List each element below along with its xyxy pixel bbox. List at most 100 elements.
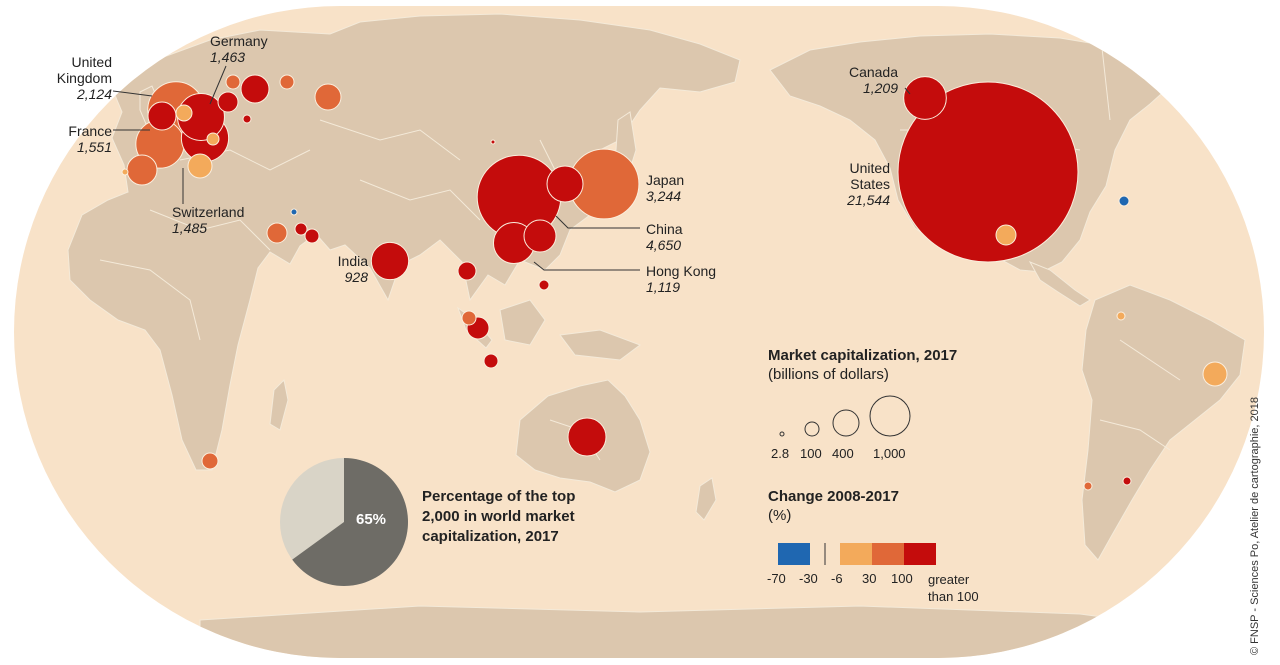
bubble-united-states: [897, 81, 1079, 263]
pie-title-line2: 2,000 in world market: [422, 508, 575, 525]
label-united-states: United States 21,544: [820, 160, 890, 208]
swatch-high: [904, 543, 936, 565]
size-legend-subtitle: (billions of dollars): [768, 366, 889, 383]
leader-line-china: [555, 215, 640, 229]
label-canada: Canada 1,209: [820, 64, 898, 96]
label-hong-kong: Hong Kong 1,119: [646, 263, 716, 295]
leader-line-united-kingdom: [112, 90, 153, 97]
label-germany-value: 1,463: [210, 49, 246, 65]
size-legend-label-4: 1,000: [873, 446, 906, 461]
swatch-mid: [872, 543, 904, 565]
pie-title-line3: capitalization, 2017: [422, 528, 559, 545]
bubble-extra-12: [126, 154, 158, 186]
label-japan-value: 3,244: [646, 188, 682, 204]
label-switzerland: Switzerland 1,485: [172, 204, 244, 236]
landmass-new-guinea: [559, 329, 642, 361]
bubble-extra-16: [266, 222, 288, 244]
label-india-name: India: [337, 253, 368, 269]
label-switzerland-value: 1,485: [172, 220, 208, 236]
label-hong-kong-name: Hong Kong: [646, 263, 717, 279]
landmass-new-zealand: [695, 477, 717, 521]
label-japan: Japan 3,244: [646, 172, 684, 204]
change-tick-6: greater than 100: [928, 571, 979, 605]
label-india: India 928: [320, 253, 368, 285]
leader-line-canada: [904, 87, 911, 95]
bubble-extra-15: [279, 74, 295, 90]
change-legend-title: Change 2008-2017: [768, 488, 899, 505]
bubble-extra-18: [304, 228, 320, 244]
bubble-extra-29: [1116, 311, 1126, 321]
credit-text: © FNSP - Sciences Po, Atelier de cartogr…: [1249, 397, 1261, 655]
bubble-extra-21: [201, 452, 219, 470]
bubbles: [121, 74, 1228, 491]
label-china-value: 4,650: [646, 237, 682, 253]
size-legend-label-2: 100: [800, 446, 822, 461]
leader-lines: [112, 65, 911, 271]
landmass-south-america: [1081, 284, 1246, 561]
size-legend-label-3: 400: [832, 446, 854, 461]
bubble-extra-3: [567, 417, 607, 457]
size-circle-2-8: [779, 431, 785, 437]
landmass-madagascar: [269, 378, 289, 431]
label-canada-name: Canada: [848, 64, 898, 80]
change-legend-swatches: [778, 543, 936, 565]
size-legend-circles: [779, 395, 911, 437]
bubble-extra-24: [1118, 195, 1130, 207]
bubble-extra-22: [461, 310, 477, 326]
bubble-extra-13: [314, 83, 342, 111]
change-legend-title-block: Change 2008-2017 (%): [768, 487, 899, 525]
label-uk-value: 2,124: [76, 86, 112, 102]
bubble-extra-32: [121, 168, 129, 176]
size-circle-1000: [869, 395, 911, 437]
bubble-extra-10: [175, 104, 193, 122]
bubble-extra-30: [490, 139, 496, 145]
label-india-value: 928: [344, 269, 368, 285]
pie-title-line1: Percentage of the top: [422, 488, 576, 505]
label-canada-value: 1,209: [862, 80, 898, 96]
label-us-value: 21,544: [847, 192, 890, 208]
size-circle-100: [804, 421, 820, 437]
size-circle-400: [832, 409, 860, 437]
bubble-extra-31: [242, 114, 252, 124]
bubble-extra-20: [1202, 361, 1228, 387]
label-uk-line2: Kingdom: [56, 70, 112, 86]
label-china-name: China: [646, 221, 683, 237]
bubble-extra-11: [187, 153, 213, 179]
label-france-value: 1,551: [76, 139, 112, 155]
bubble-extra-19: [995, 224, 1017, 246]
label-germany: Germany 1,463: [210, 33, 268, 65]
leader-line-hong-kong: [533, 261, 640, 271]
pie-chart: [280, 458, 408, 586]
change-legend-subtitle: (%): [768, 507, 792, 524]
landmass-greenland: [1139, 9, 1231, 71]
swatch-negative: [778, 543, 810, 565]
change-tick-5: 100: [891, 571, 913, 586]
label-switzerland-name: Switzerland: [172, 204, 245, 220]
bubble-extra-28: [1122, 476, 1132, 486]
bubble-extra-17: [294, 222, 308, 236]
leader-line-germany: [209, 65, 227, 105]
label-france-name: France: [68, 123, 112, 139]
bubble-extra-27: [1083, 481, 1093, 491]
pie-title: Percentage of the top 2,000 in world mar…: [422, 487, 575, 547]
bubble-canada: [903, 76, 947, 120]
bubble-extra-8: [217, 91, 239, 113]
size-legend-title: Market capitalization, 2017: [768, 347, 958, 364]
label-united-kingdom: United Kingdom 2,124: [52, 54, 112, 102]
label-japan-name: Japan: [646, 172, 685, 188]
bubble-extra-2: [523, 219, 557, 253]
landmass-borneo: [499, 299, 546, 346]
label-china: China 4,650: [646, 221, 683, 253]
label-hong-kong-value: 1,119: [646, 279, 680, 295]
change-tick-1: -70: [767, 571, 786, 586]
size-legend-label-1: 2.8: [771, 446, 790, 461]
bubble-extra-7: [240, 74, 270, 104]
label-france: France 1,551: [52, 123, 112, 155]
bubble-extra-1: [546, 165, 584, 203]
label-uk-line1: United: [71, 54, 112, 70]
landmass-antarctica: [199, 605, 1201, 658]
bubble-extra-6: [483, 353, 499, 369]
change-tick-2: -30: [799, 571, 818, 586]
bubble-extra-9: [147, 101, 177, 131]
